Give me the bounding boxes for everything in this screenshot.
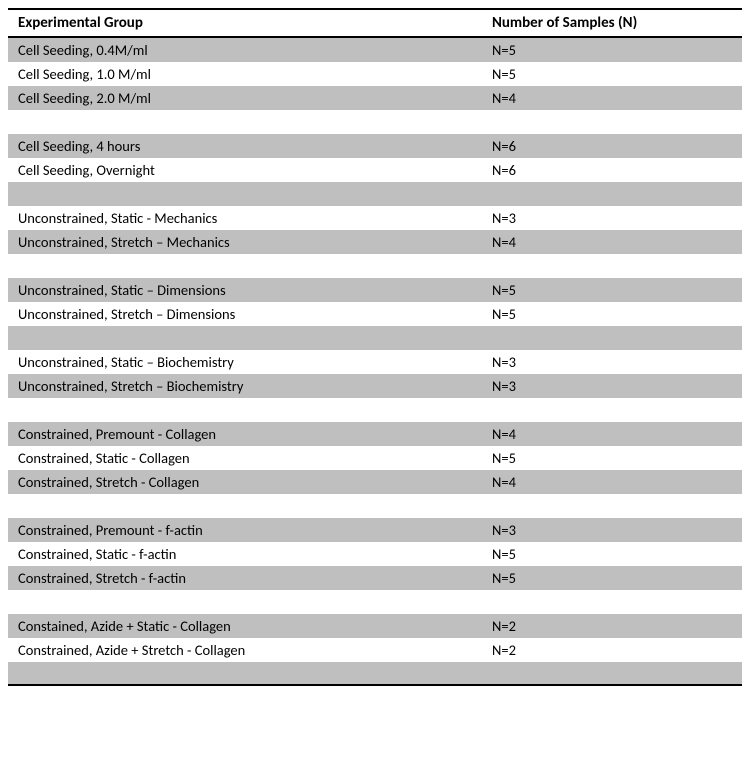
cell-experimental-group: Constrained, Azide + Stretch - Collagen: [8, 639, 482, 661]
spacer-row: [8, 662, 742, 686]
spacer-row: [8, 326, 742, 350]
cell-number-samples: N=5: [482, 447, 742, 469]
cell-experimental-group: Unconstrained, Stretch – Dimensions: [8, 303, 482, 325]
table-row: Cell Seeding, OvernightN=6: [8, 158, 742, 182]
table-row: Constrained, Static - CollagenN=5: [8, 446, 742, 470]
cell-number-samples: N=6: [482, 135, 742, 157]
table-row: Unconstrained, Stretch – DimensionsN=5: [8, 302, 742, 326]
table-row: Constrained, Stretch - CollagenN=4: [8, 470, 742, 494]
table-row: Constrained, Static - f-actinN=5: [8, 542, 742, 566]
table-row: Cell Seeding, 4 hoursN=6: [8, 134, 742, 158]
cell-number-samples: N=5: [482, 39, 742, 61]
cell-number-samples: N=2: [482, 639, 742, 661]
experimental-table: Experimental Group Number of Samples (N)…: [8, 8, 742, 686]
spacer-row: [8, 590, 742, 614]
table-header-row: Experimental Group Number of Samples (N): [8, 8, 742, 38]
table-body: Cell Seeding, 0.4M/mlN=5Cell Seeding, 1.…: [8, 38, 742, 686]
cell-number-samples: N=5: [482, 303, 742, 325]
table-row: Unconstrained, Stretch – MechanicsN=4: [8, 230, 742, 254]
cell-number-samples: N=6: [482, 159, 742, 181]
cell-experimental-group: Constained, Azide + Static - Collagen: [8, 615, 482, 637]
cell-experimental-group: Unconstrained, Static – Dimensions: [8, 279, 482, 301]
cell-experimental-group: Constrained, Static - f-actin: [8, 543, 482, 565]
spacer-row: [8, 254, 742, 278]
cell-number-samples: N=2: [482, 615, 742, 637]
table-row: Constrained, Premount - f-actinN=3: [8, 518, 742, 542]
spacer-row: [8, 494, 742, 518]
table-row: Constrained, Stretch - f-actinN=5: [8, 566, 742, 590]
table-row: Cell Seeding, 2.0 M/mlN=4: [8, 86, 742, 110]
cell-number-samples: N=5: [482, 567, 742, 589]
cell-number-samples: N=3: [482, 351, 742, 373]
cell-experimental-group: Constrained, Premount - f-actin: [8, 519, 482, 541]
cell-number-samples: N=4: [482, 231, 742, 253]
cell-number-samples: N=3: [482, 207, 742, 229]
table-row: Unconstrained, Static – DimensionsN=5: [8, 278, 742, 302]
cell-experimental-group: Cell Seeding, 4 hours: [8, 135, 482, 157]
table-row: Constained, Azide + Static - CollagenN=2: [8, 614, 742, 638]
cell-number-samples: N=3: [482, 375, 742, 397]
cell-experimental-group: Cell Seeding, 1.0 M/ml: [8, 63, 482, 85]
cell-experimental-group: Unconstrained, Stretch – Biochemistry: [8, 375, 482, 397]
table-row: Cell Seeding, 1.0 M/mlN=5: [8, 62, 742, 86]
table-row: Constrained, Premount - CollagenN=4: [8, 422, 742, 446]
cell-number-samples: N=5: [482, 543, 742, 565]
cell-experimental-group: Unconstrained, Stretch – Mechanics: [8, 231, 482, 253]
spacer-row: [8, 110, 742, 134]
spacer-row: [8, 398, 742, 422]
cell-experimental-group: Constrained, Static - Collagen: [8, 447, 482, 469]
table-row: Constrained, Azide + Stretch - CollagenN…: [8, 638, 742, 662]
cell-experimental-group: Cell Seeding, 0.4M/ml: [8, 39, 482, 61]
cell-experimental-group: Unconstrained, Static - Mechanics: [8, 207, 482, 229]
cell-experimental-group: Constrained, Stretch - f-actin: [8, 567, 482, 589]
cell-experimental-group: Constrained, Stretch - Collagen: [8, 471, 482, 493]
cell-number-samples: N=3: [482, 519, 742, 541]
table-row: Cell Seeding, 0.4M/mlN=5: [8, 38, 742, 62]
cell-number-samples: N=5: [482, 279, 742, 301]
header-number-samples: Number of Samples (N): [482, 10, 742, 36]
cell-experimental-group: Cell Seeding, 2.0 M/ml: [8, 87, 482, 109]
header-experimental-group: Experimental Group: [8, 10, 482, 36]
cell-experimental-group: Cell Seeding, Overnight: [8, 159, 482, 181]
cell-experimental-group: Unconstrained, Static – Biochemistry: [8, 351, 482, 373]
spacer-row: [8, 182, 742, 206]
cell-number-samples: N=5: [482, 63, 742, 85]
cell-number-samples: N=4: [482, 471, 742, 493]
cell-experimental-group: Constrained, Premount - Collagen: [8, 423, 482, 445]
cell-number-samples: N=4: [482, 87, 742, 109]
table-row: Unconstrained, Static – BiochemistryN=3: [8, 350, 742, 374]
table-row: Unconstrained, Static - MechanicsN=3: [8, 206, 742, 230]
table-row: Unconstrained, Stretch – BiochemistryN=3: [8, 374, 742, 398]
cell-number-samples: N=4: [482, 423, 742, 445]
